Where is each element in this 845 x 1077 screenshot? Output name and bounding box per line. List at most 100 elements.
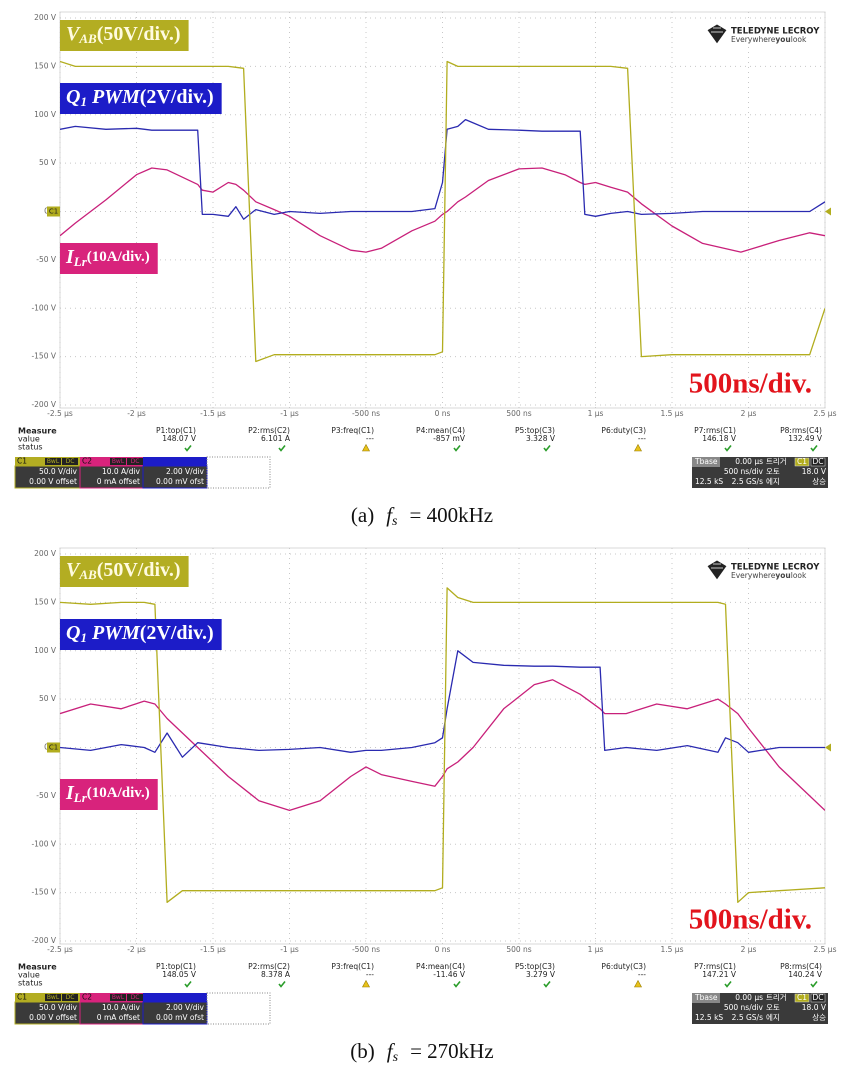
- measure-row-label: value: [18, 971, 40, 980]
- y-tick-label: -200 V: [31, 400, 56, 409]
- y-tick-label: 200 V: [34, 13, 57, 22]
- measure-header: P5:top(C3): [515, 962, 555, 971]
- series-label-part: Q: [66, 622, 80, 644]
- measure-header: P4:mean(C4): [416, 426, 465, 435]
- channel-tag-box: [62, 994, 78, 1001]
- trigger-tag-box: [794, 457, 810, 467]
- y-tick-label: -200 V: [31, 936, 56, 945]
- channel-name: C2: [82, 993, 92, 1002]
- measure-header: P6:duty(C3): [601, 426, 646, 435]
- channel-marker-box: [47, 206, 60, 217]
- series-label-part: V: [66, 23, 81, 45]
- x-tick-label: 2.5 µs: [814, 945, 837, 954]
- series-label: Q1 PWM(2V/div.): [66, 622, 214, 645]
- y-tick-label: 100 V: [34, 646, 57, 655]
- status-warn: [361, 443, 371, 452]
- measure-header: P8:rms(C4): [780, 426, 822, 435]
- status-warn: [633, 443, 643, 452]
- logo-brand: TELEDYNE LECROY: [731, 27, 820, 37]
- measure-header: P3:freq(C1): [331, 962, 374, 971]
- x-tick-label: 1.5 µs: [661, 409, 684, 418]
- x-tick-label: 0 ns: [435, 409, 451, 418]
- channel-tag: DC: [66, 994, 75, 1001]
- series-label-part: V: [66, 559, 81, 581]
- caption-text: = 270kHz: [410, 1039, 494, 1063]
- status-warn: [633, 979, 643, 988]
- screen-background: [0, 8, 835, 410]
- channel-tag-box: [62, 458, 78, 465]
- series-label-part: (2V/div.): [140, 622, 214, 644]
- trigger-tag-box: [794, 993, 810, 1003]
- x-tick-label: -1 µs: [280, 945, 299, 954]
- channel-setting: 50.0 V/div: [39, 1003, 78, 1012]
- logo-tagline-part: you: [775, 35, 790, 44]
- y-tick-label: 200 V: [34, 549, 57, 558]
- channel-name: C2: [82, 457, 92, 466]
- channel-tag: BwL: [112, 458, 125, 465]
- series-label-box: [60, 619, 222, 650]
- y-tick-label: -150 V: [31, 352, 56, 361]
- status-ok: [543, 981, 551, 988]
- series-label-part: AB: [78, 567, 97, 582]
- series-label-part: (10A/div.): [87, 785, 150, 801]
- channel-tag-box: [110, 994, 126, 1001]
- y-tick-label: -100 V: [31, 839, 56, 848]
- caption-label: (a): [351, 503, 374, 527]
- series-label: ILr(10A/div.): [65, 782, 150, 805]
- measure-header: P8:rms(C4): [780, 962, 822, 971]
- timebase-field: 오토: [766, 1003, 780, 1012]
- x-tick-label: -1 µs: [280, 409, 299, 418]
- measure-value: -11.46 V: [433, 970, 466, 979]
- oscilloscope-panel: -2.5 µs -2 µs -1.5 µs -1 µs -500 ns 0 ns 500 n…: [0, 544, 837, 1065]
- channel-tag-box: [127, 458, 143, 465]
- y-tick-label: -50 V: [36, 255, 57, 264]
- measure-header: P7:rms(C1): [694, 962, 736, 971]
- timebase-field: 2.5 GS/s: [732, 1013, 763, 1022]
- channel-setting: 0 mA offset: [97, 477, 140, 486]
- measure-row-label: status: [18, 443, 43, 452]
- measure-value: 3.328 V: [526, 434, 556, 443]
- logo-tagline: Everywhereyoulook: [731, 35, 807, 44]
- channel-setting: 0.00 V offset: [29, 1013, 77, 1022]
- channel-setting: 0.00 mV ofst: [156, 1013, 204, 1022]
- timebase-field: 상승: [812, 1012, 826, 1022]
- measure-header: P5:top(C3): [515, 426, 555, 435]
- x-tick-label: -2 µs: [127, 945, 146, 954]
- status-ok: [184, 445, 192, 452]
- timebase-field: 500 ns/div: [724, 1003, 764, 1012]
- channel-tag: BwL: [112, 994, 125, 1001]
- x-tick-label: -2.5 µs: [47, 409, 73, 418]
- timebase-field: 에지: [766, 1013, 780, 1022]
- status-ok: [724, 981, 732, 988]
- series-label-box: [60, 779, 158, 810]
- trigger-marker: [825, 743, 831, 752]
- x-tick-label: 1 µs: [588, 945, 604, 954]
- x-tick-label: 500 ns: [506, 409, 531, 418]
- status-ok: [810, 445, 818, 452]
- caption: (b) fs = 270kHz: [350, 1039, 493, 1065]
- measure-header: P1:top(C1): [156, 426, 196, 435]
- trigger-tag-box: [810, 457, 826, 467]
- trigger-marker: [825, 207, 831, 216]
- caption-label: (b): [350, 1039, 375, 1063]
- caption-symbol: f: [386, 503, 395, 527]
- measure-value: 147.21 V: [702, 970, 737, 979]
- series-label-part: I: [65, 246, 75, 268]
- channel-setting: 0 mA offset: [97, 1013, 140, 1022]
- status-ok: [278, 445, 286, 452]
- logo-tagline-part: look: [791, 571, 807, 580]
- channel-setting: 10.0 A/div: [102, 1003, 141, 1012]
- logo-mark: [706, 559, 728, 581]
- series-label-box: [60, 20, 189, 51]
- x-tick-label: -1.5 µs: [200, 945, 226, 954]
- channel-name: C1: [17, 993, 27, 1002]
- measure-value: 6.101 A: [261, 434, 291, 443]
- channel-setting: 0.00 V offset: [29, 477, 77, 486]
- channel-tag-box: [110, 458, 126, 465]
- series-label-part: 1: [80, 630, 87, 645]
- series-label-part: 1: [80, 94, 87, 109]
- timebase-field: 12.5 kS: [695, 477, 723, 486]
- status-ok: [810, 981, 818, 988]
- series-label-part: PWM: [87, 622, 141, 644]
